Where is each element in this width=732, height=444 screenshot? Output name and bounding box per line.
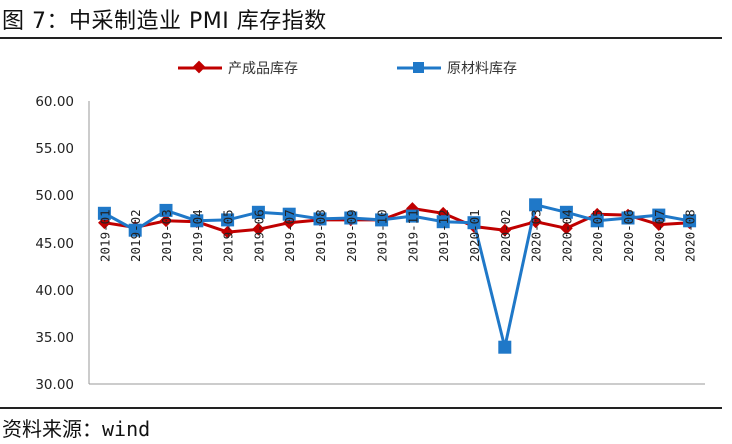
data-point-2-2: [128, 223, 142, 237]
x-tick-label: 2020-01: [467, 209, 482, 262]
x-tick-label: 2019-07: [282, 209, 297, 262]
data-point-2-1: [97, 206, 111, 220]
data-point-1-3: [159, 214, 173, 228]
legend-label-raw-materials: 原材料库存: [447, 61, 517, 77]
x-tick-label: 2019-11: [405, 209, 420, 262]
x-tick-label: 2020-03: [529, 209, 544, 262]
data-point-2-11: [405, 209, 419, 223]
figure-title: 图 7：中采制造业 PMI 库存指数: [2, 9, 327, 34]
data-point-2-20: [683, 214, 697, 228]
data-point-2-17: [590, 214, 604, 228]
inventory-line-chart: 产成品库存 原材料库存 60.00 55.00 50.00 45.00 40.0…: [35, 60, 705, 393]
data-point-2-12: [436, 215, 450, 229]
data-point-2-5: [221, 213, 235, 227]
legend: 产成品库存 原材料库存: [178, 60, 517, 77]
title-divider: [0, 37, 722, 39]
data-point-2-18: [621, 211, 635, 225]
data-point-2-19: [652, 208, 666, 222]
x-tick-label: 2019-04: [190, 209, 205, 262]
legend-marker-finished-goods: [192, 60, 206, 74]
y-tick-label: 30.00: [35, 377, 74, 393]
data-point-2-15: [529, 198, 543, 212]
source-divider: [0, 407, 722, 409]
data-point-2-13: [467, 216, 481, 230]
x-tick-label: 2020-07: [652, 209, 667, 262]
y-tick-label: 40.00: [35, 283, 74, 299]
data-point-2-4: [190, 214, 204, 228]
y-tick-label: 45.00: [35, 236, 74, 252]
data-point-2-3: [159, 203, 173, 217]
source-note: 资料来源：wind: [2, 417, 151, 441]
x-tick-label: 2020-04: [559, 209, 574, 262]
x-tick-label: 2019-09: [344, 209, 359, 262]
data-point-1-6: [252, 222, 265, 236]
legend-marker-raw-materials: [413, 62, 424, 73]
series-layer: [97, 198, 697, 354]
y-axis: 60.00 55.00 50.00 45.00 40.00 35.00 30.0…: [35, 94, 90, 393]
y-tick-label: 50.00: [35, 188, 74, 204]
data-point-1-14: [498, 223, 512, 237]
x-tick-label: 2020-08: [683, 209, 698, 262]
x-tick-label: 2019-03: [159, 209, 174, 262]
y-tick-label: 35.00: [35, 330, 74, 346]
x-tick-label: 2020-06: [621, 209, 636, 262]
x-tick-labels: 2019-01 2019-02 2019-03 2019-04 2019-05 2019-…: [97, 209, 697, 262]
y-tick-label: 60.00: [35, 94, 74, 110]
x-tick-label: 2019-10: [375, 209, 390, 262]
data-point-2-7: [282, 207, 296, 221]
data-point-2-16: [559, 205, 573, 219]
x-tick-label: 2019-02: [128, 209, 143, 262]
x-tick-label: 2019-06: [251, 209, 266, 262]
data-point-2-10: [375, 213, 389, 227]
x-tick-label: 2019-01: [97, 209, 112, 262]
legend-label-finished-goods: 产成品库存: [228, 61, 298, 77]
x-tick-label: 2020-05: [590, 209, 605, 262]
data-point-1-5: [221, 225, 234, 239]
x-tick-label: 2019-05: [221, 209, 236, 262]
y-tick-label: 55.00: [35, 141, 74, 157]
x-tick-label: 2020-02: [498, 209, 513, 262]
x-tick-label: 2019-12: [436, 209, 451, 262]
data-point-2-6: [251, 205, 265, 219]
data-point-2-9: [344, 211, 358, 225]
data-point-2-14: [498, 340, 512, 354]
x-tick-label: 2019-08: [313, 209, 328, 262]
data-point-2-8: [313, 212, 327, 226]
